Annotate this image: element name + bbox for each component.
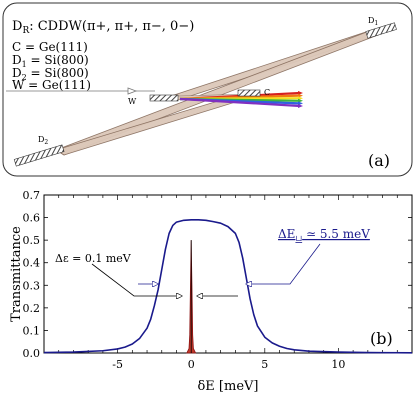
crystal-label-d1: D1 [368, 16, 378, 27]
legend-line-d2: D2 = Si(800) [12, 66, 89, 82]
legend-line-c: C = Ge(111) [12, 40, 88, 54]
y-tick-label: 0.2 [23, 302, 41, 315]
x-axis: -5 0 5 10 [43, 195, 413, 371]
x-tick-label: 5 [261, 358, 268, 371]
annotation-E-leader [246, 243, 321, 284]
legend-line-w: W = Ge(111) [12, 78, 91, 92]
crystal-d1 [365, 22, 397, 39]
spectrum-ray-arrow [298, 93, 303, 98]
crystal-w [149, 94, 179, 102]
y-tick-label: 0.6 [23, 212, 41, 225]
y-tick-label: 0.4 [23, 257, 41, 270]
spectrum-ray-arrow [298, 91, 303, 95]
series-broad-transmittance [43, 219, 413, 354]
y-tick-label: 0.1 [23, 324, 41, 337]
spectrum-ray [179, 97, 301, 108]
crystal-d2 [13, 144, 65, 167]
annotation-delta-E: ΔE⊔ ≃ 5.5 meV [278, 227, 370, 243]
crystal-c [237, 89, 261, 97]
incident-beam-arrow [127, 87, 138, 95]
y-axis: 0.0 0.1 0.2 0.3 0.4 0.5 0.6 0.7 [23, 189, 412, 360]
y-tick-label: 0.0 [23, 347, 41, 360]
panel-b: 0.0 0.1 0.2 0.3 0.4 0.5 0.6 0.7 -5 0 5 10 Transmit… [9, 189, 413, 394]
x-tick-label: -5 [112, 358, 123, 371]
spectrum-ray-arrow [298, 104, 303, 108]
y-tick-label: 0.3 [23, 279, 41, 292]
panel-a-label: (a) [368, 151, 390, 170]
panel-a: D1 D2 W C DR: CDDW(π+, π+, π−, 0−) C = G… [2, 2, 413, 177]
spectrum-ray-arrow [298, 101, 303, 106]
y-tick-label: 0.5 [23, 234, 41, 247]
spectrum-ray-arrow [298, 98, 303, 103]
y-tick-label: 0.7 [23, 189, 41, 202]
y-axis-label: Transmittance [9, 226, 24, 322]
panel-b-label: (b) [370, 329, 393, 348]
x-tick-label: 10 [331, 358, 345, 371]
series-layer [43, 219, 413, 354]
panel-a-title: DR: CDDW(π+, π+, π−, 0−) [12, 19, 194, 36]
crystal-label-c: C [264, 88, 270, 97]
plot-frame [43, 194, 413, 354]
crystal-label-d2: D2 [38, 135, 48, 146]
x-tick-label: 0 [188, 358, 195, 371]
crystal-label-w: W [128, 97, 137, 106]
annotation-eps-leader [91, 263, 182, 296]
legend-line-d1: D1 = Si(800) [12, 53, 89, 69]
spectrum-ray-arrow [298, 96, 303, 101]
x-axis-label: δE [meV] [197, 379, 258, 394]
crystal-legend: C = Ge(111) D1 = Si(800) D2 = Si(800) W … [12, 40, 91, 92]
annotation-delta-eps: Δε = 0.1 meV [55, 252, 132, 265]
